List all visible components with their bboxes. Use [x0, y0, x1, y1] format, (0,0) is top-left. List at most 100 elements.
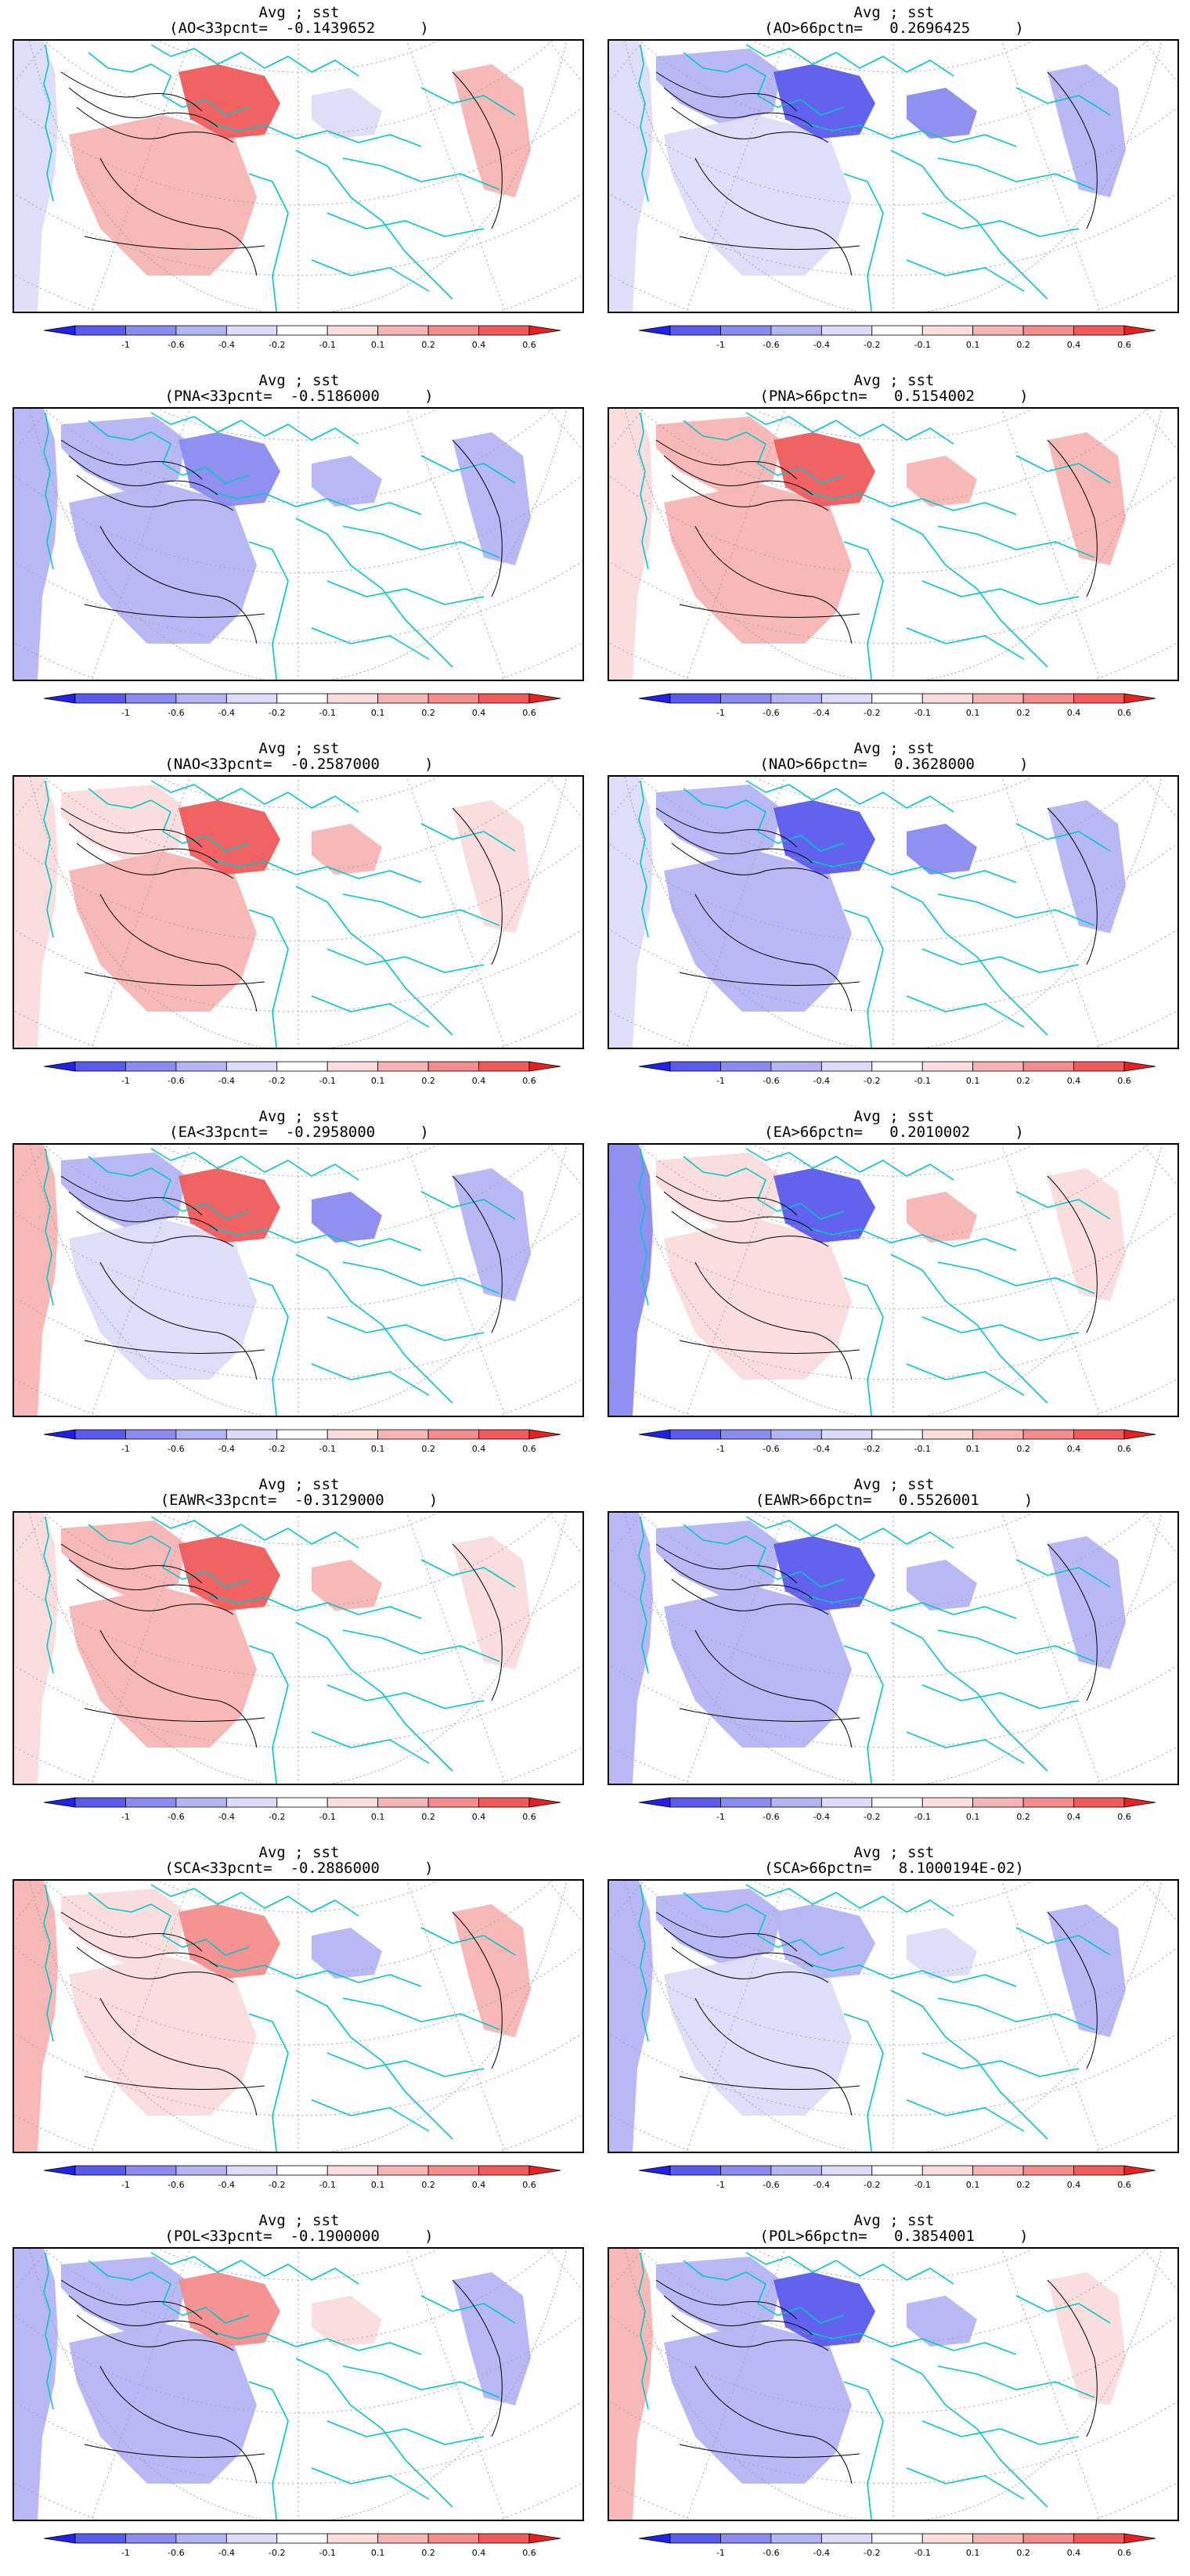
meridian-line [686, 409, 786, 680]
panel-title: Avg ; sst [853, 372, 935, 389]
anomaly-region [609, 1145, 653, 1416]
coastline [937, 1997, 1095, 2030]
map-panel-5: Avg ; sst (NAO<33pcnt= -0.2587000 ) -1 -0… [13, 736, 586, 1096]
colorbar-arrow-right [1123, 1797, 1156, 1808]
map-panel-10: Avg ; sst (EAWR>66pctn= 0.5526001 ) -1 -0… [608, 1472, 1181, 1832]
colorbar-tick-label: -0.1 [914, 1444, 930, 1454]
domain-boundary [624, 41, 1163, 312]
panel-title: Avg ; sst [853, 1844, 935, 1861]
colorbar-box [326, 693, 379, 704]
panel-subtitle: (EA<33pcnt= -0.2958000 ) [169, 1124, 429, 1141]
anomaly-region [907, 2296, 977, 2347]
colorbar-tick-label: -0.4 [813, 1812, 830, 1822]
coastline [311, 627, 430, 660]
colorbar-box [770, 1429, 822, 1440]
colorbar-tick-label: -0.4 [813, 2180, 830, 2190]
sst-contour [68, 1191, 218, 1232]
sst-anomaly-map [14, 409, 582, 680]
panel-subtitle: (POL<33pcnt= -0.1900000 ) [164, 2228, 434, 2245]
coastline [43, 2252, 54, 2410]
coastline [311, 995, 430, 1028]
colorbar-box [1022, 1429, 1074, 1440]
meridian-line [406, 1513, 506, 1784]
sst-contour [452, 439, 503, 597]
meridian-line [547, 409, 582, 451]
coastline [311, 259, 430, 292]
coastline [209, 1962, 422, 1987]
coastline [683, 1892, 845, 1956]
colorbar-box [225, 1429, 278, 1440]
sst-anomaly-map [14, 2249, 582, 2520]
coastline [295, 1622, 453, 1772]
colorbar-tick-label: 0.6 [1117, 340, 1131, 350]
colorbar-arrow-right [528, 1797, 561, 1808]
panel-subtitle: (EA>66pctn= 0.2010002 ) [764, 1124, 1024, 1141]
coastline [890, 886, 1048, 1036]
map-panel-9: Avg ; sst (EAWR<33pcnt= -0.3129000 ) -1 -… [13, 1472, 586, 1832]
coastline [1015, 1191, 1111, 1220]
coastline [745, 1148, 954, 1181]
map-frame [608, 1143, 1179, 1417]
coastline [921, 948, 1080, 973]
anomaly-region [312, 2296, 382, 2347]
coastline [937, 1629, 1095, 1662]
anomaly-region [178, 2272, 280, 2347]
sst-contour [694, 525, 853, 644]
panel-subtitle: (AO>66pctn= 0.2696425 ) [764, 20, 1024, 37]
coastline [311, 1731, 430, 1764]
coastline [638, 1516, 649, 1674]
colorbar-tick-label: 0.4 [1067, 1812, 1081, 1822]
anomaly-region [312, 88, 382, 139]
colorbar-box [1022, 693, 1074, 704]
colorbar-tick-label: -0.6 [168, 340, 184, 350]
colorbar-box [377, 693, 429, 704]
colorbar-box [326, 325, 379, 336]
meridian-line [1001, 41, 1101, 312]
colorbar-tick-label: 0.4 [472, 1444, 486, 1454]
anomaly-region [14, 409, 58, 680]
sst-contour [663, 1927, 813, 1968]
colorbar-tick-label: 0.1 [371, 2548, 385, 2558]
coastline [804, 858, 1017, 883]
domain-boundary [29, 409, 568, 680]
colorbar-tick-label: -0.4 [218, 340, 235, 350]
colorbar-arrow-left [639, 1429, 671, 1440]
colorbar-tick-label: 0.1 [371, 340, 385, 350]
colorbar-arrow-left [639, 2165, 671, 2176]
panel-title: Avg ; sst [853, 740, 935, 757]
domain-boundary [624, 2249, 1163, 2520]
coastline [683, 420, 845, 484]
coastline [88, 1892, 250, 1956]
colorbar-tick-label: 0.6 [1117, 2548, 1131, 2558]
coastline [843, 2381, 884, 2520]
anomaly-region [664, 1587, 852, 1748]
colorbar-tick-label: -0.4 [813, 1444, 830, 1454]
coastline [248, 173, 289, 312]
meridian-line [298, 1513, 582, 1568]
colorbar-tick-label: 0.1 [371, 1812, 385, 1822]
colorbar-box [820, 1797, 873, 1808]
colorbar-tick-label: -0.4 [813, 2548, 830, 2558]
sst-contour [655, 439, 798, 480]
colorbar-box [1022, 2533, 1074, 2544]
domain-boundary [624, 1513, 1163, 1784]
coastline [342, 1997, 500, 2030]
meridian-line [298, 409, 582, 464]
colorbar-box [871, 325, 923, 336]
colorbar-box [427, 2533, 479, 2544]
colorbar-box [125, 2533, 177, 2544]
anomaly-region [69, 483, 257, 644]
anomaly-region [178, 1904, 280, 1979]
colorbar: -1-0.6-0.4-0.2-0.10.10.20.40.61 [44, 2165, 561, 2190]
anomaly-region [61, 2257, 186, 2335]
meridian-line [893, 777, 1177, 832]
colorbar-box [871, 2533, 923, 2544]
colorbar-box [972, 1429, 1024, 1440]
coastline [683, 52, 845, 116]
colorbar-tick-label: 0.6 [522, 1444, 536, 1454]
colorbar-box [125, 1429, 177, 1440]
anomaly-region [61, 785, 186, 863]
meridian-line [1142, 2249, 1177, 2291]
meridian-line [1142, 1145, 1177, 1187]
colorbar-box [175, 1061, 227, 1072]
